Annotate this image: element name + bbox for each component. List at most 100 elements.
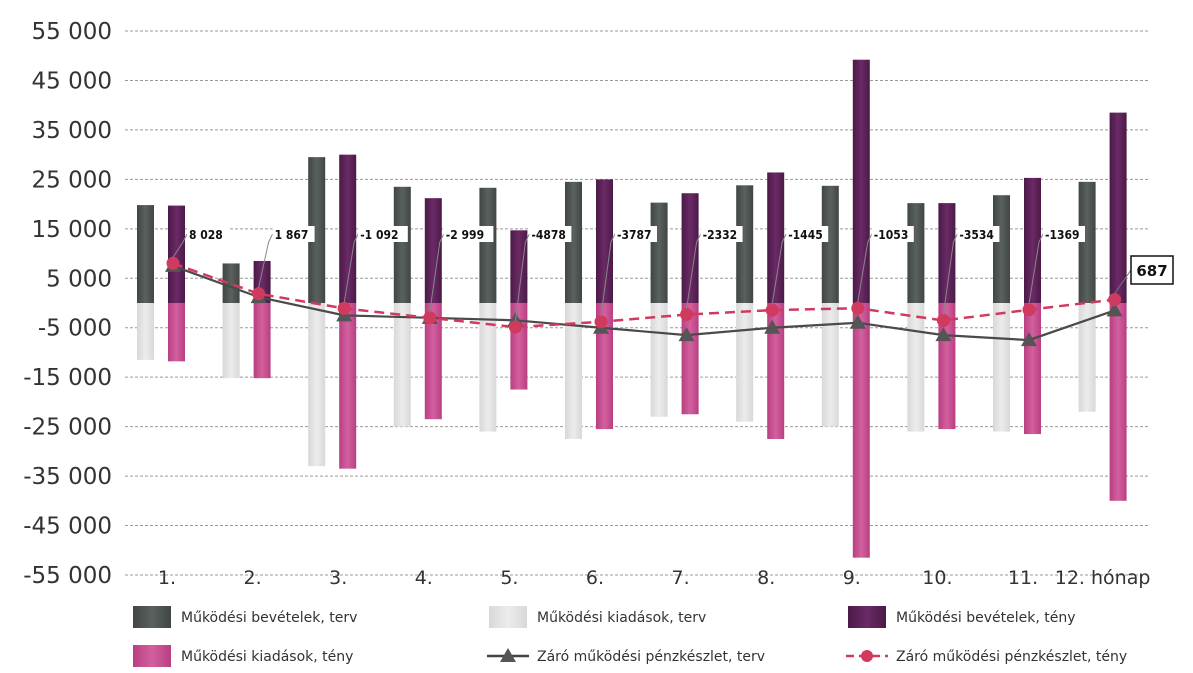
marker-terv xyxy=(935,327,952,342)
bar-kiadasok-terv xyxy=(137,303,154,360)
label-leader xyxy=(857,233,873,303)
bar-kiadasok-terv xyxy=(308,303,326,467)
marker-teny xyxy=(166,256,180,270)
bar-kiadasok-terv xyxy=(736,303,754,422)
label-leader xyxy=(343,233,359,303)
legend-swatch xyxy=(848,606,886,628)
bar-bevetelek-teny xyxy=(339,154,357,303)
bar-kiadasok-terv xyxy=(393,303,411,427)
bar-kiadasok-terv xyxy=(650,303,668,417)
y-tick-label: -5 000 xyxy=(38,316,112,342)
data-labels: 8 028 1 867 -1 092 -2 999 -4878 -3787 -2332 -14… xyxy=(172,226,1174,322)
bar-kiadasok-terv xyxy=(821,303,839,427)
y-tick-label: -35 000 xyxy=(23,464,112,490)
data-label: -3787 xyxy=(617,228,652,242)
marker-teny xyxy=(851,301,865,315)
bar-bevetelek-teny xyxy=(510,230,528,303)
data-label: 8 028 xyxy=(189,228,223,242)
bar-kiadasok-teny xyxy=(424,303,442,420)
bar-bevetelek-terv xyxy=(308,157,326,303)
bar-bevetelek-terv xyxy=(222,263,240,303)
bars xyxy=(137,59,1127,558)
y-tick-label: 15 000 xyxy=(32,217,112,243)
label-leader xyxy=(172,233,188,258)
bar-kiadasok-terv xyxy=(479,303,497,432)
legend-label: Működési kiadások, terv xyxy=(537,610,706,626)
legend: Működési bevételek, terv Működési kiadáso… xyxy=(133,606,1127,667)
marker-teny xyxy=(594,315,608,329)
marker-teny xyxy=(1108,293,1122,307)
marker-teny xyxy=(508,320,522,334)
bar-kiadasok-teny xyxy=(168,303,185,362)
bar-bevetelek-terv xyxy=(565,181,582,303)
bar-kiadasok-teny xyxy=(1109,303,1127,501)
legend-swatch xyxy=(133,645,171,667)
x-tick-label: 2. xyxy=(244,567,262,589)
label-bg xyxy=(187,226,229,242)
bar-kiadasok-terv xyxy=(993,303,1010,432)
marker-terv xyxy=(1106,302,1123,317)
bar-bevetelek-terv xyxy=(1078,181,1096,303)
bar-kiadasok-terv xyxy=(222,303,240,379)
legend-marker xyxy=(861,650,873,662)
bar-kiadasok-terv xyxy=(1078,303,1096,412)
bar-bevetelek-terv xyxy=(650,202,668,303)
marker-terv xyxy=(849,314,866,329)
label-leader xyxy=(514,233,530,322)
last-value-box xyxy=(1130,255,1174,285)
bar-bevetelek-teny xyxy=(596,179,613,303)
x-tick-label: 7. xyxy=(672,567,690,589)
bar-kiadasok-teny xyxy=(1024,303,1041,435)
data-label: -2 999 xyxy=(446,228,484,242)
bar-kiadasok-teny xyxy=(596,303,613,430)
x-tick-label: 9. xyxy=(843,567,861,589)
bar-bevetelek-teny xyxy=(852,59,870,304)
marker-terv xyxy=(764,319,781,334)
label-leader xyxy=(686,233,702,309)
label-leader xyxy=(600,233,616,316)
line-keszlet-teny xyxy=(172,262,1115,329)
y-tick-label: 5 000 xyxy=(46,266,112,292)
y-tick-label: -45 000 xyxy=(23,514,112,540)
bar-bevetelek-teny xyxy=(1024,177,1041,303)
legend-label: Működési bevételek, tény xyxy=(896,610,1076,626)
bar-bevetelek-teny xyxy=(424,198,442,303)
label-bg xyxy=(358,226,408,242)
marker-teny xyxy=(252,287,266,301)
marker-teny xyxy=(680,308,694,322)
x-tick-label: 5. xyxy=(500,567,518,589)
legend-swatch xyxy=(133,606,171,628)
label-leader xyxy=(942,233,958,315)
bar-bevetelek-terv xyxy=(137,205,154,303)
bar-bevetelek-teny xyxy=(681,193,699,303)
label-bg xyxy=(1043,226,1085,242)
legend-label: Záró működési pénzkészlet, terv xyxy=(537,649,765,665)
label-bg xyxy=(957,226,1000,242)
bar-bevetelek-terv xyxy=(993,195,1010,303)
bar-bevetelek-terv xyxy=(393,186,411,303)
bar-bevetelek-teny xyxy=(767,172,785,303)
legend-swatch xyxy=(489,606,527,628)
label-leader xyxy=(1114,269,1132,294)
data-label: -2332 xyxy=(703,228,738,242)
y-tick-label: 45 000 xyxy=(32,68,112,94)
data-label: 1 867 xyxy=(275,228,309,242)
data-label: -1 092 xyxy=(360,228,398,242)
x-tick-label: 8. xyxy=(757,567,775,589)
bar-bevetelek-terv xyxy=(479,187,497,303)
label-bg xyxy=(529,226,572,242)
data-label: -1445 xyxy=(788,228,823,242)
label-bg xyxy=(272,226,315,242)
x-tick-label: 10. xyxy=(922,567,952,589)
marker-teny xyxy=(337,301,351,315)
marker-terv xyxy=(678,327,695,342)
bar-kiadasok-teny xyxy=(852,303,870,558)
bar-bevetelek-teny xyxy=(1109,112,1127,304)
marker-terv xyxy=(1021,332,1037,347)
line-keszlet-terv xyxy=(172,264,1115,342)
data-label: 687 xyxy=(1136,262,1167,280)
bar-bevetelek-terv xyxy=(736,185,754,303)
bar-bevetelek-terv xyxy=(821,185,839,303)
label-leader xyxy=(1028,233,1044,304)
